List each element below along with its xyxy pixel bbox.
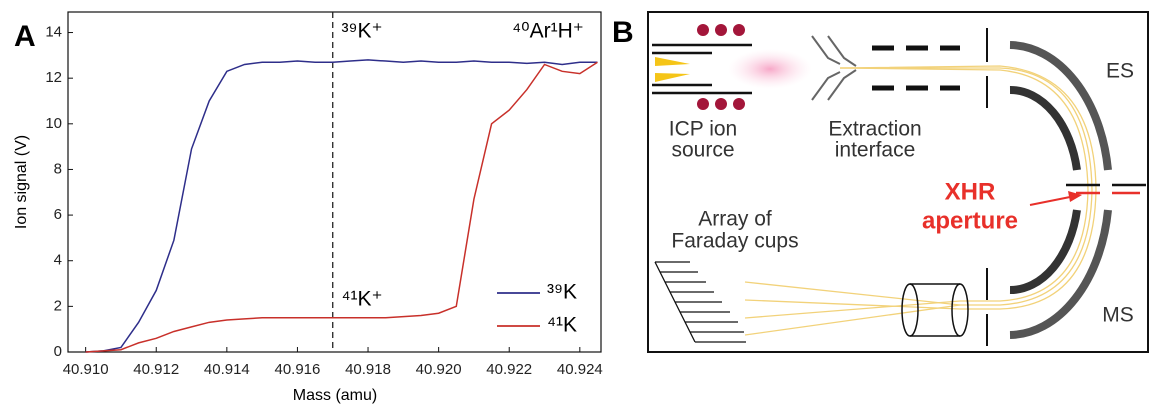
lens (872, 45, 960, 91)
label: aperture (922, 207, 1018, 234)
label: XHR (945, 178, 996, 205)
faraday-cups (654, 261, 746, 343)
y-tick-label: 0 (54, 343, 62, 360)
legend-label: ⁴¹K (547, 314, 577, 337)
arrow (1029, 196, 1071, 206)
y-tick-label: 4 (54, 252, 62, 269)
x-tick-label: 40.916 (274, 361, 320, 378)
series-line (85, 61, 598, 353)
panel-label: B (612, 16, 634, 49)
panel-frame (647, 11, 1149, 353)
y-tick-label: 8 (54, 160, 62, 177)
label: ICP ion (669, 118, 738, 141)
annotation: ⁴⁰Ar¹H⁺ (512, 20, 584, 43)
y-tick-label: 2 (54, 297, 62, 314)
label: Faraday cups (671, 230, 798, 253)
coil (697, 24, 745, 110)
x-tick-label: 40.920 (416, 361, 462, 378)
xhr-aperture (1066, 183, 1146, 195)
y-tick-label: 6 (54, 206, 62, 223)
plot-frame (67, 11, 602, 353)
extraction-cones (811, 35, 857, 101)
x-tick-label: 40.910 (63, 361, 109, 378)
legend-label: ³⁹K (547, 281, 577, 304)
icp-torch (652, 43, 752, 95)
series-line (85, 59, 598, 353)
analyzer (1009, 41, 1112, 339)
x-axis-label: Mass (amu) (293, 387, 377, 404)
diagram: B (612, 11, 1149, 353)
x-tick-label: 40.912 (133, 361, 179, 378)
panel-label: A (14, 20, 36, 53)
y-tick-label: 10 (45, 115, 62, 132)
arrow-head (1068, 191, 1082, 202)
x-tick-label: 40.922 (486, 361, 532, 378)
annotation: ³⁹K⁺ (341, 20, 382, 43)
label: MS (1102, 304, 1134, 327)
y-tick-label: 12 (45, 69, 62, 86)
label: Extraction (828, 118, 921, 141)
annotation: ⁴¹K⁺ (341, 288, 382, 311)
plasma (728, 49, 812, 89)
x-tick-label: 40.918 (345, 361, 391, 378)
label: Array of (698, 208, 772, 231)
label: source (671, 139, 734, 162)
torch-flame (655, 57, 690, 66)
zoom-lens (901, 283, 969, 337)
label: interface (835, 139, 916, 162)
torch-flame (655, 73, 690, 82)
x-tick-label: 40.924 (557, 361, 603, 378)
y-axis-label: Ion signal (V) (13, 135, 30, 229)
x-tick-label: 40.914 (204, 361, 250, 378)
label: ES (1106, 60, 1134, 83)
ion-beam (744, 65, 1097, 336)
y-tick-label: 14 (45, 24, 62, 41)
